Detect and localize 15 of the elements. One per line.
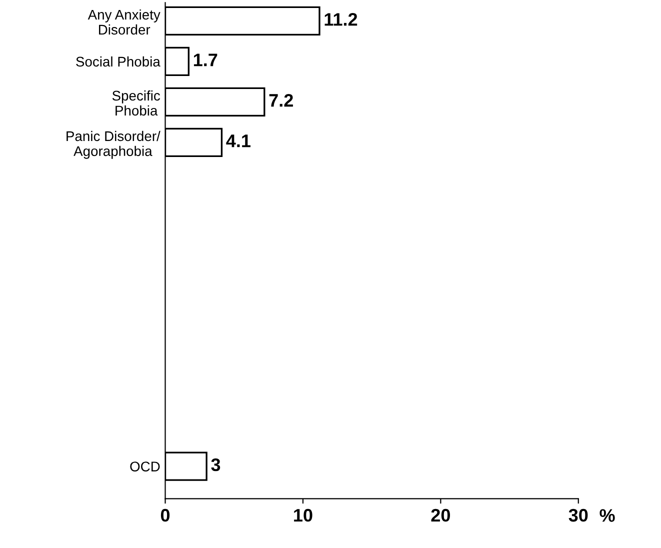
y-tick-label: OCD [130,462,160,472]
data-label: 7.2 [269,94,293,107]
data-label: 11.2 [324,13,358,26]
y-tick-label: Panic Disorder/ Agoraphobia [66,130,160,159]
x-tick-label: 10 [294,508,312,522]
y-tick-label: Any Anxiety Disorder [88,9,160,35]
x-tick-label: 30 [568,508,588,522]
x-tick-label: 0 [160,508,170,522]
y-tick-label: Social Phobia [76,56,160,67]
x-axis-title: % [600,509,615,522]
data-label: 3 [211,458,220,472]
data-label: 4.1 [226,134,250,148]
data-label: 1.7 [194,54,218,66]
y-tick-label: Specific Phobia [112,90,160,116]
x-tick-label: 20 [431,508,450,522]
